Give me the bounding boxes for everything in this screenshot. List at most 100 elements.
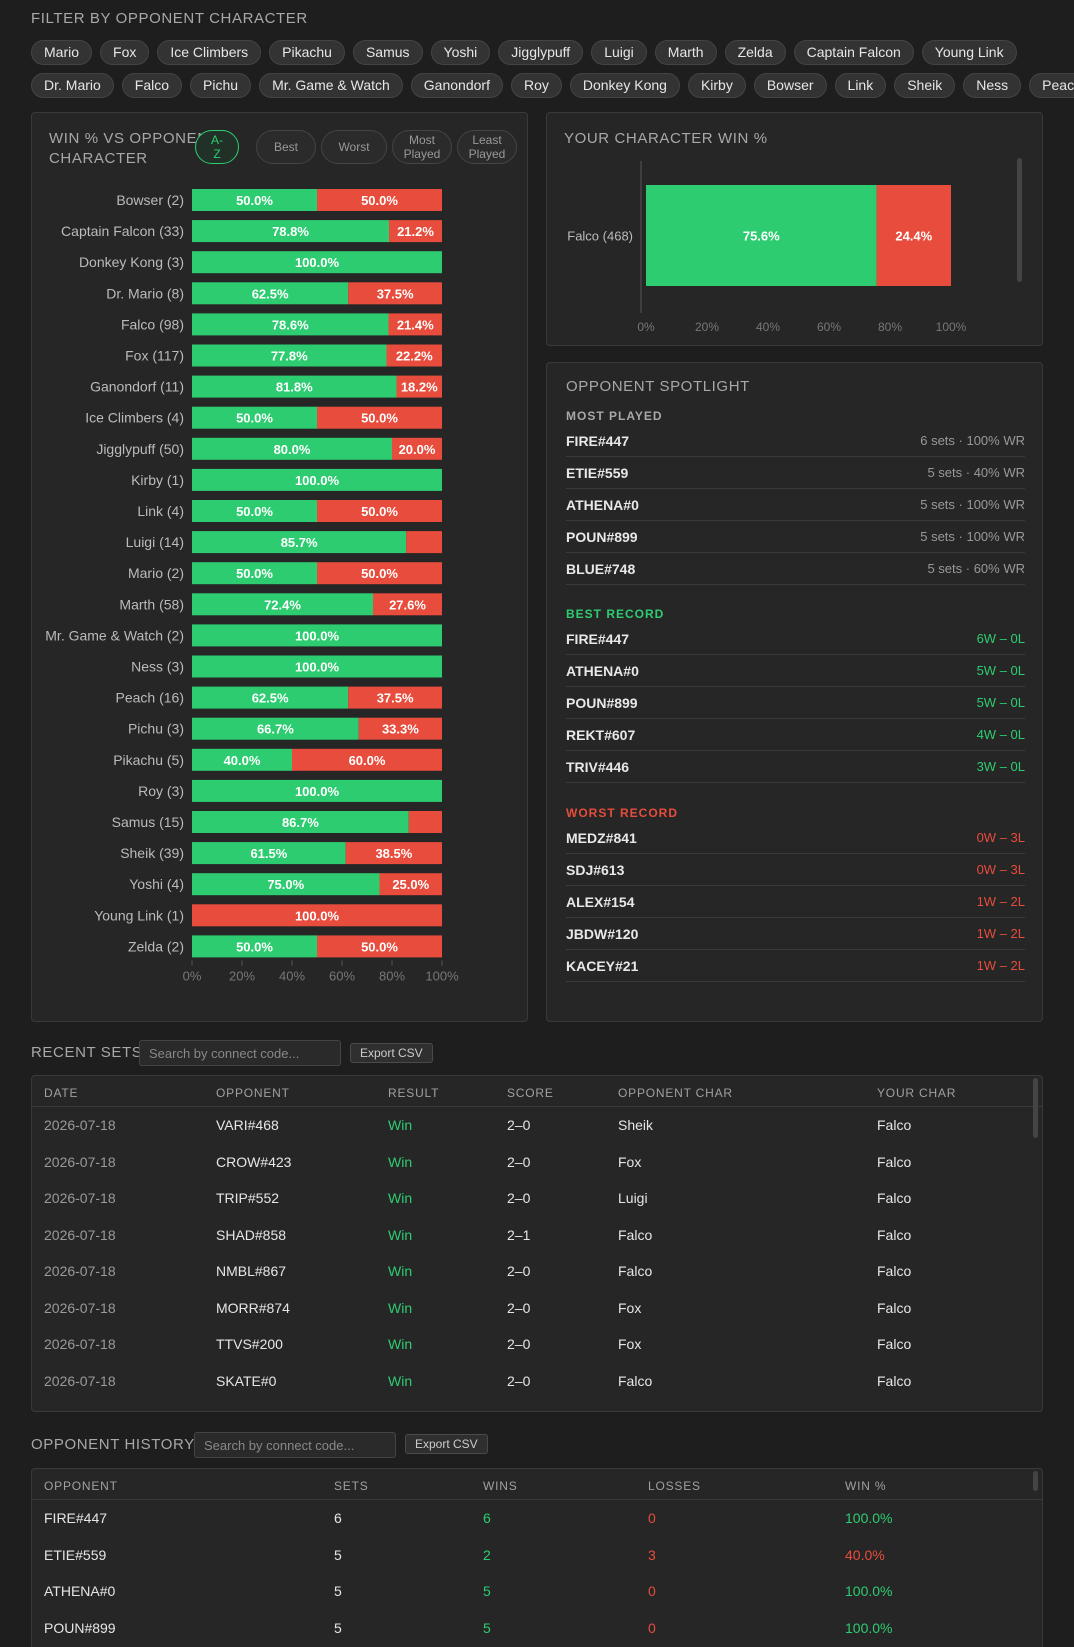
loss-bar[interactable] — [317, 562, 442, 585]
win-bar[interactable] — [192, 842, 346, 865]
win-bar[interactable] — [192, 220, 389, 243]
win-bar[interactable] — [192, 593, 373, 616]
win-bar[interactable] — [192, 375, 397, 398]
table-row[interactable]: ATHENA#0 5 5 0 100.0% — [32, 1573, 1042, 1609]
table-row[interactable]: 2026-07-18 MORR#874 Win 2–0 Fox Falco — [32, 1290, 1042, 1326]
win-bar[interactable] — [192, 562, 317, 585]
table-row[interactable]: POUN#899 5 5 0 100.0% — [32, 1610, 1042, 1646]
most-played-row[interactable]: BLUE#748 5 sets · 60% WR — [566, 553, 1025, 585]
recent-table-scrollbar[interactable] — [1033, 1078, 1038, 1138]
column-header-your-char[interactable]: YOUR CHAR — [877, 1086, 957, 1100]
win-bar[interactable] — [192, 717, 359, 740]
loss-bar[interactable] — [373, 593, 442, 616]
filter-chip-yoshi[interactable]: Yoshi — [430, 40, 491, 65]
win-bar[interactable] — [192, 500, 317, 522]
loss-bar[interactable] — [388, 313, 443, 336]
most-played-row[interactable]: FIRE#447 6 sets · 100% WR — [566, 425, 1025, 457]
column-header-sets[interactable]: SETS — [334, 1479, 369, 1493]
loss-bar[interactable] — [292, 748, 442, 771]
filter-chip-ness[interactable]: Ness — [963, 73, 1022, 98]
sort-button-worst[interactable]: Worst — [321, 130, 387, 164]
best-record-row[interactable]: TRIV#446 3W – 0L — [566, 751, 1025, 783]
loss-bar[interactable] — [348, 282, 442, 305]
win-bar[interactable] — [192, 282, 349, 305]
filter-chip-fox[interactable]: Fox — [100, 40, 150, 65]
column-header-result[interactable]: RESULT — [388, 1086, 440, 1100]
recent-export-button[interactable]: Export CSV — [350, 1043, 433, 1063]
win-bar[interactable] — [192, 313, 389, 336]
win-bar[interactable] — [192, 531, 407, 554]
win-bar[interactable] — [646, 185, 877, 286]
most-played-row[interactable]: ATHENA#0 5 sets · 100% WR — [566, 489, 1025, 521]
history-table-scrollbar[interactable] — [1033, 1471, 1038, 1491]
sort-button-most-played[interactable]: Most Played — [392, 130, 452, 164]
win-bar[interactable] — [192, 189, 317, 211]
table-row[interactable]: 2026-07-18 SHAD#858 Win 2–1 Falco Falco — [32, 1217, 1042, 1253]
win-bar[interactable] — [192, 251, 442, 274]
table-row[interactable]: 2026-07-18 NMBL#867 Win 2–0 Falco Falco — [32, 1253, 1042, 1289]
filter-chip-donkey-kong[interactable]: Donkey Kong — [569, 73, 680, 98]
loss-bar[interactable] — [386, 344, 443, 367]
filter-chip-captain-falcon[interactable]: Captain Falcon — [793, 40, 914, 65]
column-header-opponent[interactable]: OPPONENT — [44, 1479, 118, 1493]
loss-bar[interactable] — [379, 873, 443, 896]
loss-bar[interactable] — [317, 500, 442, 522]
chart-scrollbar[interactable] — [1017, 158, 1022, 282]
best-record-row[interactable]: REKT#607 4W – 0L — [566, 719, 1025, 751]
loss-bar[interactable] — [345, 842, 442, 865]
win-bar[interactable] — [192, 344, 387, 367]
filter-chip-dr-mario[interactable]: Dr. Mario — [31, 73, 114, 98]
column-header-losses[interactable]: LOSSES — [648, 1479, 701, 1493]
history-search-input[interactable] — [194, 1432, 396, 1458]
table-row[interactable]: 2026-07-18 CROW#423 Win 2–0 Fox Falco — [32, 1144, 1042, 1180]
loss-bar[interactable] — [317, 406, 442, 429]
most-played-row[interactable]: POUN#899 5 sets · 100% WR — [566, 521, 1025, 553]
table-row[interactable]: 2026-07-18 SKATE#0 Win 2–0 Falco Falco — [32, 1363, 1042, 1399]
best-record-row[interactable]: ATHENA#0 5W – 0L — [566, 655, 1025, 687]
column-header-opponent[interactable]: OPPONENT — [216, 1086, 290, 1100]
win-bar[interactable] — [192, 406, 317, 429]
filter-chip-jigglypuff[interactable]: Jigglypuff — [498, 40, 584, 65]
loss-bar[interactable] — [396, 375, 443, 398]
recent-search-input[interactable] — [139, 1040, 341, 1066]
table-row[interactable]: 2026-07-18 VARI#468 Win 2–0 Sheik Falco — [32, 1107, 1042, 1143]
filter-chip-pikachu[interactable]: Pikachu — [269, 40, 345, 65]
win-bar[interactable] — [192, 624, 442, 647]
worst-record-row[interactable]: MEDZ#841 0W – 3L — [566, 822, 1025, 854]
loss-bar[interactable] — [192, 904, 442, 927]
worst-record-row[interactable]: KACEY#21 1W – 2L — [566, 950, 1025, 982]
filter-chip-mario[interactable]: Mario — [31, 40, 93, 65]
loss-bar[interactable] — [389, 220, 442, 243]
filter-chip-samus[interactable]: Samus — [352, 40, 423, 65]
loss-bar[interactable] — [406, 531, 442, 554]
filter-chip-peach[interactable]: Peach — [1029, 73, 1074, 98]
sort-button-best[interactable]: Best — [256, 130, 316, 164]
table-row[interactable]: 2026-07-18 TRIP#552 Win 2–0 Luigi Falco — [32, 1180, 1042, 1216]
filter-chip-luigi[interactable]: Luigi — [591, 40, 647, 65]
loss-bar[interactable] — [408, 811, 442, 833]
table-row[interactable]: FIRE#447 6 6 0 100.0% — [32, 1500, 1042, 1536]
filter-chip-roy[interactable]: Roy — [510, 73, 562, 98]
win-bar[interactable] — [192, 468, 442, 491]
loss-bar[interactable] — [317, 935, 442, 958]
win-bar[interactable] — [192, 811, 409, 833]
loss-bar[interactable] — [876, 185, 951, 286]
win-bar[interactable] — [192, 779, 442, 802]
win-bar[interactable] — [192, 437, 392, 460]
filter-chip-link[interactable]: Link — [834, 73, 887, 98]
win-bar[interactable] — [192, 655, 442, 678]
filter-chip-mr-game-watch[interactable]: Mr. Game & Watch — [259, 73, 403, 98]
win-bar[interactable] — [192, 748, 292, 771]
worst-record-row[interactable]: JBDW#120 1W – 2L — [566, 918, 1025, 950]
best-record-row[interactable]: FIRE#447 6W – 0L — [566, 623, 1025, 655]
filter-chip-kirby[interactable]: Kirby — [687, 73, 746, 98]
worst-record-row[interactable]: SDJ#613 0W – 3L — [566, 854, 1025, 886]
column-header-win[interactable]: WIN % — [845, 1479, 887, 1493]
most-played-row[interactable]: ETIE#559 5 sets · 40% WR — [566, 457, 1025, 489]
filter-chip-pichu[interactable]: Pichu — [190, 73, 252, 98]
loss-bar[interactable] — [348, 686, 442, 709]
filter-chip-ganondorf[interactable]: Ganondorf — [410, 73, 503, 98]
column-header-score[interactable]: SCORE — [507, 1086, 554, 1100]
filter-chip-zelda[interactable]: Zelda — [724, 40, 786, 65]
filter-chip-ice-climbers[interactable]: Ice Climbers — [157, 40, 262, 65]
